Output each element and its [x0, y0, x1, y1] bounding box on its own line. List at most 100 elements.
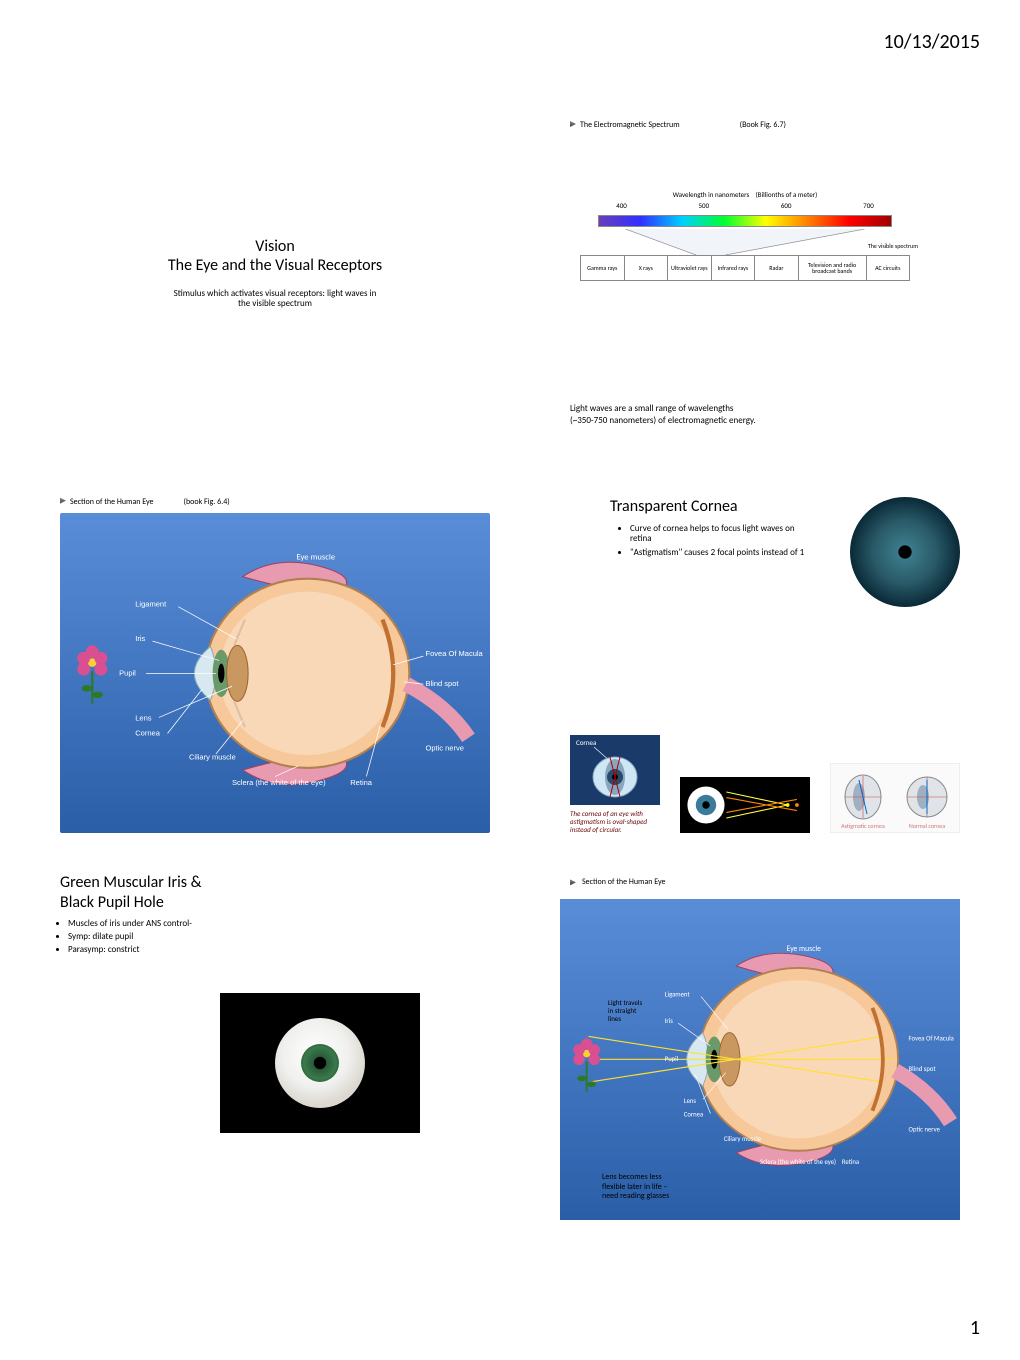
slide2-header-label: The Electromagnetic Spectrum: [580, 120, 680, 130]
lbl-optic-nerve: Optic nerve: [426, 743, 464, 752]
band-uv: Ultraviolet rays: [668, 256, 712, 280]
s5-bullet-1: Muscles of iris under ANS control-: [68, 918, 490, 929]
slide1-sub-line2: the visible spectrum: [238, 298, 312, 309]
slide6-note-light: Light travels in straight lines: [608, 999, 658, 1022]
band-ac: AC circuits: [867, 256, 910, 280]
lbl-cornea: Cornea: [135, 728, 160, 737]
slide6-note-lens: Lens becomes less flexible later in life…: [602, 1173, 702, 1202]
s6-note2-l2: flexible later in life –: [602, 1182, 668, 1192]
s6-note1-l3: lines: [608, 1014, 621, 1023]
lbl-blind-spot: Blind spot: [426, 679, 460, 688]
slide-1: Vision The Eye and the Visual Receptors …: [60, 100, 490, 447]
spectrum-funnel: [598, 229, 892, 255]
band-tv-radio: Television and radio broadcast bands: [799, 256, 867, 280]
visible-spectrum-bar: [598, 215, 892, 227]
cornea-box-label: Cornea: [576, 738, 596, 747]
slide-5: Green Muscular Iris & Black Pupil Hole M…: [60, 873, 490, 1220]
bullet-icon: [60, 498, 66, 504]
lbl-sclera: Sclera (the white of the eye): [232, 778, 326, 787]
page-date: 10/13/2015: [883, 30, 980, 54]
normal-cornea-col: Normal cornea: [895, 764, 959, 832]
slide6-eye-diagram: Eye muscle Ligament Iris Pupil Lens Corn…: [560, 899, 960, 1220]
astig-cornea-col: Astigmatic cornea: [831, 764, 895, 832]
slide3-book-ref: (book Fig. 6.4): [184, 497, 230, 507]
lbl-retina: Retina: [350, 778, 373, 787]
astig-left-label: Astigmatic cornea: [841, 822, 885, 830]
slide6-header-label: Section of the Human Eye: [582, 877, 666, 887]
band-gamma: Gamma rays: [581, 256, 625, 280]
slide2-header: The Electromagnetic Spectrum (Book Fig. …: [570, 120, 786, 130]
s6-lbl-ciliary: Ciliary muscle: [724, 1136, 762, 1144]
tick-600: 600: [781, 201, 792, 210]
slide2-book-ref: (Book Fig. 6.7): [740, 120, 786, 130]
lbl-iris: Iris: [135, 634, 145, 643]
lbl-pupil: Pupil: [119, 668, 136, 677]
wavelength-label: Wavelength in nanometers: [673, 190, 749, 199]
slide3-header-label: Section of the Human Eye: [70, 497, 154, 507]
s6-lbl-retina: Retina: [842, 1158, 859, 1166]
s6-lbl-ligament: Ligament: [665, 991, 691, 999]
slide1-title-line1: Vision: [255, 237, 295, 256]
em-bands-row: Gamma rays X rays Ultraviolet rays Infra…: [580, 255, 910, 281]
visible-spectrum-label: The visible spectrum: [868, 242, 918, 250]
s6-lbl-iris: Iris: [665, 1017, 674, 1025]
lbl-fovea: Fovea Of Macula: [426, 649, 484, 658]
s6-note2-l3: need reading glasses: [602, 1191, 669, 1201]
iris-closeup-image: [850, 497, 960, 607]
focus-rays-image: [680, 777, 810, 833]
spectrum-scale: 400 500 600 700: [598, 201, 892, 213]
slide-3: Section of the Human Eye (book Fig. 6.4): [60, 487, 490, 834]
band-ir: Infrared rays: [712, 256, 756, 280]
billionths-label: (Billionths of a meter): [756, 190, 818, 199]
spectrum-figure: Wavelength in nanometers (Billionths of …: [570, 190, 920, 281]
band-xray: X rays: [625, 256, 669, 280]
slide-6: Section of the Human Eye: [530, 873, 960, 1220]
eyeball-image: [220, 993, 420, 1133]
eye-diagram: Eye muscle Ligament Iris Pupil Lens Corn…: [60, 513, 490, 834]
s5-bullet-3: Parasymp: constrict: [68, 944, 490, 955]
slide4-images-row: Cornea The cornea of an eye with astigma…: [570, 735, 960, 833]
page-number: 1: [970, 1316, 980, 1340]
bullet-icon: [570, 121, 576, 127]
s6-lbl-sclera: Sclera (the white of the eye): [760, 1158, 836, 1166]
slides-grid: Vision The Eye and the Visual Receptors …: [0, 0, 1020, 1280]
s2-caption-l2: (~350-750 nanometers) of electromagnetic…: [570, 415, 756, 426]
cornea-caption: The cornea of an eye with astigmatism is…: [570, 810, 660, 833]
slide5-bullets: Muscles of iris under ANS control- Symp:…: [68, 918, 490, 955]
s6-lbl-lens: Lens: [684, 1097, 697, 1105]
s6-lbl-blind: Blind spot: [909, 1065, 937, 1073]
slide5-title: Green Muscular Iris & Black Pupil Hole: [60, 873, 490, 911]
astig-right-label: Normal cornea: [909, 822, 945, 830]
s5-bullet-2: Symp: dilate pupil: [68, 931, 490, 942]
s5-title-l2: Black Pupil Hole: [60, 893, 164, 912]
s6-lbl-eye-muscle: Eye muscle: [787, 945, 821, 954]
band-radar: Radar: [755, 256, 799, 280]
cornea-cap-l3: instead of circular.: [570, 825, 622, 834]
tick-400: 400: [616, 201, 627, 210]
s4-bullet-2: "Astigmatism" causes 2 focal points inst…: [630, 548, 810, 559]
lbl-ciliary: Ciliary muscle: [189, 752, 236, 761]
bullet-icon: [570, 879, 576, 885]
s6-note2-l1: Lens becomes less: [602, 1172, 662, 1182]
slide3-header: Section of the Human Eye (book Fig. 6.4): [60, 497, 230, 507]
slide1-title: Vision The Eye and the Visual Receptors: [168, 237, 382, 275]
s6-lbl-optic: Optic nerve: [909, 1126, 941, 1134]
s5-title-l1: Green Muscular Iris &: [60, 873, 202, 892]
s6-lbl-fovea: Fovea Of Macula: [909, 1035, 954, 1043]
slide1-subtitle: Stimulus which activates visual receptor…: [174, 289, 377, 311]
slide2-caption: Light waves are a small range of wavelen…: [570, 403, 756, 426]
s4-bullet-1: Curve of cornea helps to focus light wav…: [630, 524, 810, 546]
spectrum-top-label: Wavelength in nanometers (Billionths of …: [570, 190, 920, 199]
tick-700: 700: [863, 201, 874, 210]
astigmatism-comparison: Astigmatic cornea Normal cornea: [830, 763, 960, 833]
slide-2: The Electromagnetic Spectrum (Book Fig. …: [530, 100, 960, 447]
cornea-diagram-box: Cornea The cornea of an eye with astigma…: [570, 735, 660, 833]
slide1-title-line2: The Eye and the Visual Receptors: [168, 256, 382, 275]
s6-lbl-cornea: Cornea: [684, 1111, 703, 1119]
slide1-sub-line1: Stimulus which activates visual receptor…: [174, 288, 377, 299]
slide-4: Transparent Cornea Curve of cornea helps…: [530, 487, 960, 834]
lbl-lens: Lens: [135, 713, 152, 722]
s2-caption-l1: Light waves are a small range of wavelen…: [570, 403, 733, 414]
tick-500: 500: [699, 201, 710, 210]
s6-lbl-pupil: Pupil: [665, 1056, 679, 1064]
